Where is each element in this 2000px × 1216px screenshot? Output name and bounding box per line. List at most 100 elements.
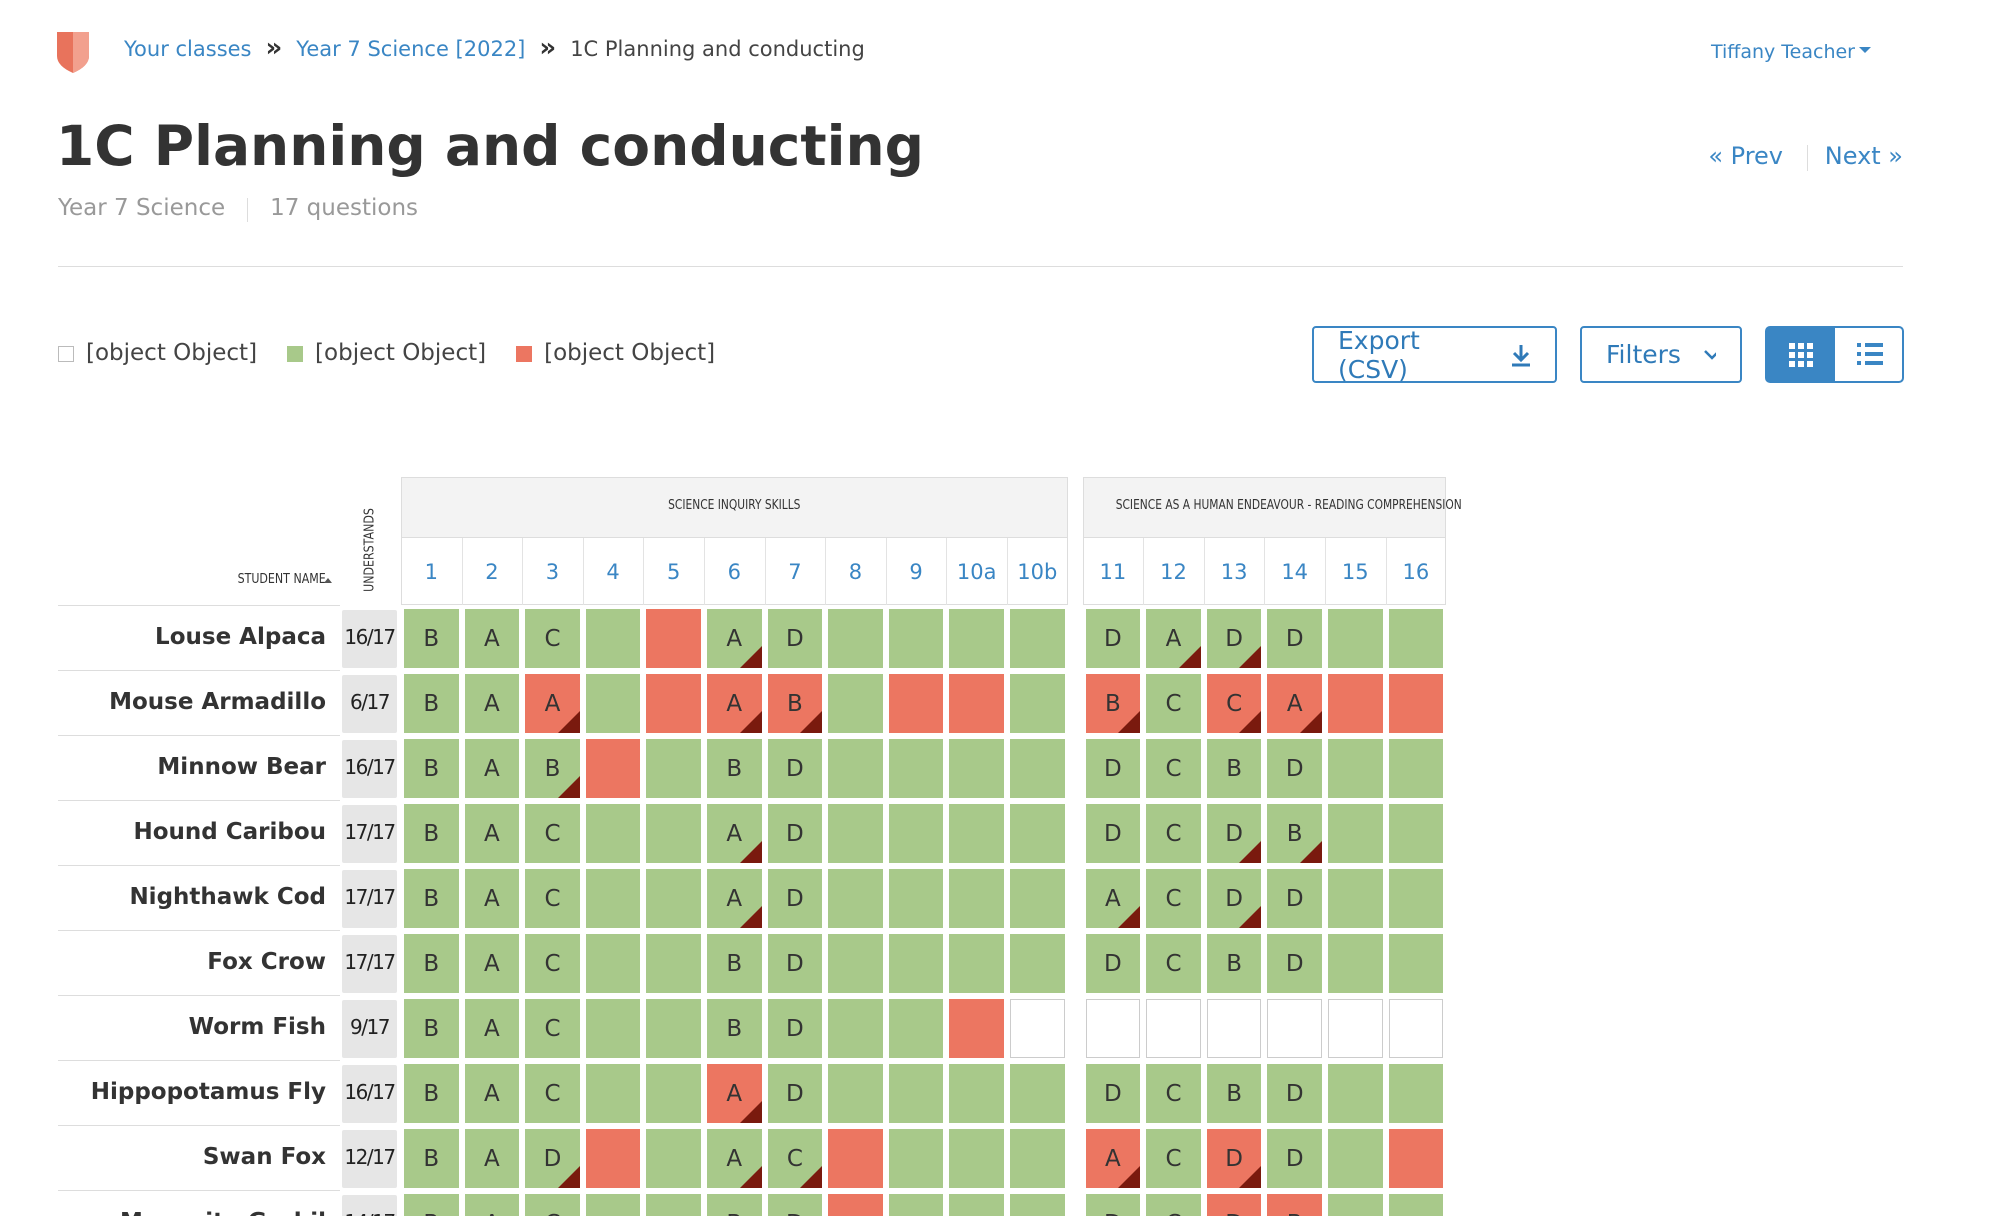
answer-cell[interactable] [1010,739,1065,798]
answer-cell[interactable]: D [1085,1194,1141,1216]
answer-cell[interactable] [1328,739,1383,798]
answer-cell[interactable] [585,999,641,1058]
answer-cell[interactable] [1388,1194,1444,1216]
answer-cell[interactable]: D [1085,609,1141,668]
answer-cell[interactable] [949,739,1004,798]
prev-link[interactable]: « Prev [1708,142,1783,170]
answer-cell[interactable]: A [525,674,580,733]
answer-cell[interactable] [1010,1129,1065,1188]
next-link[interactable]: Next » [1824,142,1903,170]
column-header[interactable]: 12 [1160,560,1187,584]
answer-cell[interactable]: C [1206,674,1262,733]
answer-cell[interactable]: D [1085,739,1141,798]
view-toggle[interactable] [1765,326,1904,383]
answer-cell[interactable] [1267,999,1322,1058]
answer-cell[interactable]: B [404,934,459,993]
answer-cell[interactable]: B [707,739,762,798]
answer-cell[interactable]: D [767,804,823,863]
answer-cell[interactable]: B [404,609,459,668]
answer-cell[interactable]: B [404,739,459,798]
answer-cell[interactable] [1328,1194,1383,1216]
answer-cell[interactable] [888,804,944,863]
answer-cell[interactable] [585,869,641,928]
answer-cell[interactable] [1328,609,1383,668]
column-header[interactable]: 1 [424,560,438,584]
answer-cell[interactable] [828,1064,883,1123]
answer-cell[interactable] [1328,1129,1383,1188]
answer-cell[interactable] [949,999,1004,1058]
answer-cell[interactable]: A [707,804,762,863]
column-header[interactable]: 3 [545,560,560,584]
answer-cell[interactable]: B [404,1194,459,1216]
answer-cell[interactable] [888,739,944,798]
answer-cell[interactable] [949,609,1004,668]
answer-cell[interactable]: B [404,999,459,1058]
column-header[interactable]: 9 [909,560,923,584]
answer-cell[interactable]: B [525,739,580,798]
answer-cell[interactable]: A [464,804,520,863]
answer-cell[interactable] [1388,869,1444,928]
answer-cell[interactable]: D [1267,869,1322,928]
answer-cell[interactable]: D [1267,739,1322,798]
answer-cell[interactable] [646,869,701,928]
answer-cell[interactable] [888,999,944,1058]
column-header[interactable]: 15 [1341,560,1369,584]
answer-cell[interactable] [888,934,944,993]
column-header[interactable]: 11 [1099,560,1127,584]
answer-cell[interactable] [1010,999,1065,1058]
column-header[interactable]: 14 [1281,560,1309,584]
answer-cell[interactable]: B [707,1194,762,1216]
answer-cell[interactable] [585,674,641,733]
answer-cell[interactable] [949,1064,1004,1123]
answer-cell[interactable]: B [1267,1194,1322,1216]
answer-cell[interactable]: A [707,1129,762,1188]
column-header[interactable]: 16 [1402,560,1430,584]
answer-cell[interactable]: C [1146,674,1201,733]
answer-cell[interactable] [585,934,641,993]
answer-cell[interactable]: B [1267,804,1322,863]
answer-cell[interactable] [646,674,701,733]
answer-cell[interactable] [828,1129,883,1188]
answer-cell[interactable] [828,609,883,668]
answer-cell[interactable]: B [1206,1064,1262,1123]
answer-cell[interactable]: C [525,804,580,863]
answer-cell[interactable]: A [1267,674,1322,733]
answer-cell[interactable]: D [767,1064,823,1123]
answer-cell[interactable]: D [767,999,823,1058]
answer-cell[interactable] [828,934,883,993]
answer-cell[interactable] [828,999,883,1058]
answer-cell[interactable]: C [525,609,580,668]
answer-cell[interactable]: D [1267,609,1322,668]
answer-cell[interactable] [1388,999,1444,1058]
answer-cell[interactable] [585,1064,641,1123]
answer-cell[interactable] [1388,1064,1444,1123]
answer-cell[interactable]: B [404,674,459,733]
column-header[interactable]: 5 [667,560,681,584]
answer-cell[interactable]: D [1206,869,1262,928]
answer-cell[interactable]: A [464,934,520,993]
answer-cell[interactable] [646,1194,701,1216]
answer-cell[interactable]: D [767,609,823,668]
answer-cell[interactable] [1388,1129,1444,1188]
answer-cell[interactable] [1010,1194,1065,1216]
answer-cell[interactable]: B [767,674,823,733]
answer-cell[interactable] [646,1064,701,1123]
answer-cell[interactable]: B [707,934,762,993]
answer-cell[interactable]: B [707,999,762,1058]
answer-cell[interactable] [888,1194,944,1216]
answer-cell[interactable]: A [464,1194,520,1216]
answer-cell[interactable]: C [767,1129,823,1188]
answer-cell[interactable] [646,609,701,668]
answer-cell[interactable]: D [1206,609,1262,668]
answer-cell[interactable]: D [1085,934,1141,993]
column-header[interactable]: 8 [848,560,863,584]
answer-cell[interactable]: D [1206,1129,1262,1188]
answer-cell[interactable]: C [1146,1129,1201,1188]
answer-cell[interactable] [1388,674,1444,733]
answer-cell[interactable] [646,739,701,798]
answer-cell[interactable] [1328,869,1383,928]
answer-cell[interactable] [888,609,944,668]
answer-cell[interactable]: C [525,869,580,928]
answer-cell[interactable]: C [1146,1194,1201,1216]
answer-cell[interactable] [585,804,641,863]
